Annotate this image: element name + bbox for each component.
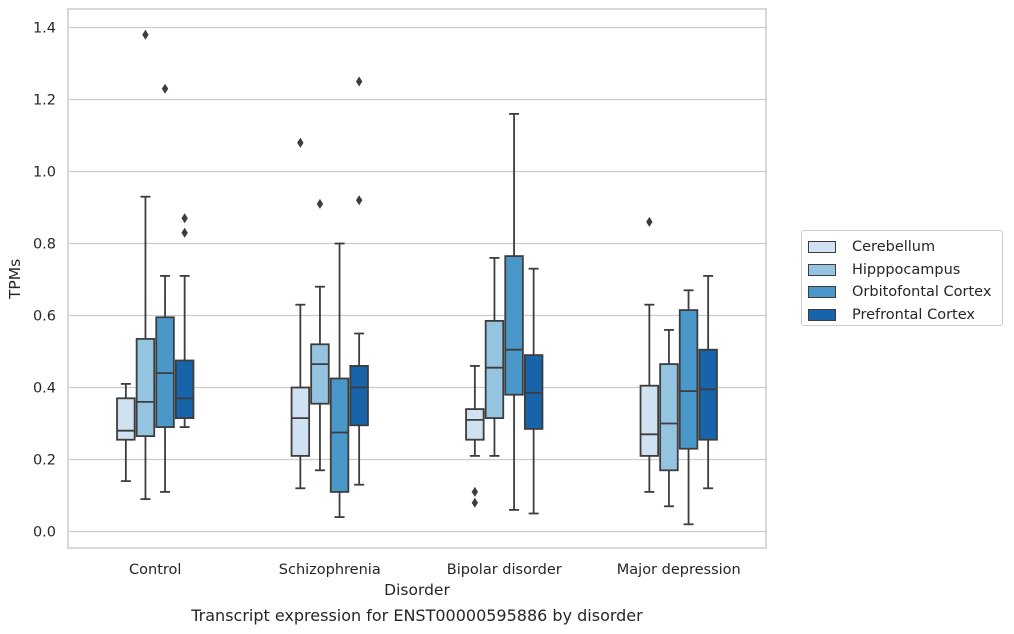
box-hipppocampus-major-depression	[659, 328, 679, 508]
box-hipppocampus-schizophrenia	[310, 198, 330, 472]
y-tick-label: 0.6	[33, 309, 56, 325]
iqr-box	[290, 386, 311, 457]
iqr-box	[329, 377, 350, 493]
outlier-point	[471, 497, 479, 508]
iqr-box	[135, 337, 156, 437]
outlier-point	[646, 216, 653, 227]
legend-item-hippocampus: Hipppocampus	[808, 259, 1002, 282]
legend-swatch-cerebellum	[808, 241, 836, 254]
y-tick-label: 0.4	[33, 381, 56, 397]
y-tick-label: 0.2	[33, 453, 56, 469]
box-cerebellum-bipolar-disorder	[465, 364, 485, 508]
iqr-box	[174, 359, 195, 419]
y-tick-label: 1.4	[33, 21, 56, 37]
iqr-box	[639, 384, 660, 457]
iqr-box	[504, 255, 524, 396]
legend-item-prefrontal: Prefrontal Cortex	[808, 304, 1002, 327]
box-prefrontal-cortex-control	[174, 213, 195, 429]
iqr-box	[116, 397, 136, 441]
box-orbitofontal-cortex-schizophrenia	[329, 242, 350, 518]
x-axis-label: Disorder	[384, 581, 450, 599]
box-orbitofontal-cortex-major-depression	[678, 289, 699, 526]
iqr-box	[349, 364, 369, 427]
legend-swatch-hippocampus	[808, 263, 836, 276]
y-tick-label: 0.8	[33, 237, 56, 253]
x-tick-label: Bipolar disorder	[447, 562, 562, 578]
outlier-point	[181, 213, 188, 224]
legend-swatch-orbitofrontal	[808, 286, 836, 299]
box-prefrontal-cortex-bipolar-disorder	[523, 267, 544, 515]
box-hipppocampus-control	[135, 29, 156, 501]
box-cerebellum-major-depression	[639, 216, 660, 493]
iqr-box	[678, 309, 699, 450]
legend-label-orbitofrontal: Orbitofontal Cortex	[852, 284, 992, 301]
outlier-point	[355, 195, 363, 206]
box-cerebellum-control	[116, 382, 136, 483]
x-tick-label: Schizophrenia	[279, 562, 381, 578]
y-tick-label: 1.0	[33, 165, 56, 181]
legend-item-cerebellum: Cerebellum	[808, 236, 1002, 259]
legend-swatch-prefrontal	[808, 308, 836, 321]
iqr-box	[698, 348, 718, 441]
outlier-point	[297, 137, 304, 148]
outlier-point	[471, 486, 479, 497]
y-axis-label: TPMs	[6, 259, 24, 300]
box-orbitofontal-cortex-bipolar-disorder	[504, 113, 524, 511]
box-prefrontal-cortex-major-depression	[698, 274, 718, 490]
outlier-point	[355, 76, 363, 87]
box-prefrontal-cortex-schizophrenia	[349, 76, 369, 486]
outlier-point	[161, 83, 169, 94]
x-tick-label: Control	[129, 562, 181, 578]
legend-label-cerebellum: Cerebellum	[852, 239, 936, 256]
box-orbitofontal-cortex-control	[155, 83, 175, 493]
iqr-box	[659, 363, 679, 472]
legend: Cerebellum Hipppocampus Orbitofontal Cor…	[801, 230, 1003, 326]
iqr-box	[155, 316, 175, 428]
outlier-point	[142, 29, 149, 40]
y-tick-label: 1.2	[33, 93, 56, 109]
y-tick-label: 0.0	[33, 525, 56, 541]
iqr-box	[484, 319, 505, 419]
box-cerebellum-schizophrenia	[290, 137, 311, 490]
legend-label-hippocampus: Hipppocampus	[852, 261, 961, 278]
legend-item-orbitofrontal: Orbitofontal Cortex	[808, 281, 1002, 304]
outlier-point	[181, 227, 188, 238]
figure-caption: Transcript expression for ENST0000059588…	[191, 606, 643, 625]
iqr-box	[310, 343, 330, 405]
x-tick-label: Major depression	[617, 562, 741, 578]
outlier-point	[316, 198, 324, 209]
legend-label-prefrontal: Prefrontal Cortex	[852, 306, 975, 323]
box-hipppocampus-bipolar-disorder	[484, 256, 505, 457]
plot-area-frame	[67, 8, 767, 549]
iqr-box	[465, 408, 485, 441]
